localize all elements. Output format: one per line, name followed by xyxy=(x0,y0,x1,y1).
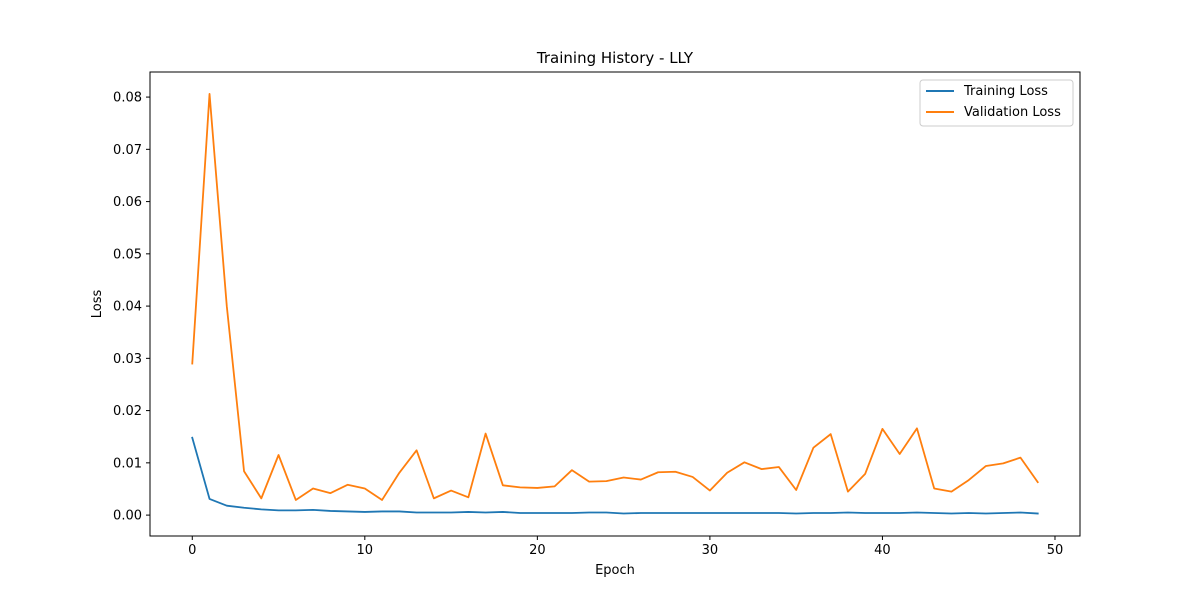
y-tick-label: 0.07 xyxy=(113,143,142,158)
chart-title: Training History - LLY xyxy=(536,49,694,67)
series-line-validation-loss xyxy=(191,93,1039,501)
plot-area xyxy=(191,93,1039,515)
y-axis-label: Loss xyxy=(90,290,105,319)
legend: Training Loss Validation Loss xyxy=(919,79,1074,127)
x-tick-label: 50 xyxy=(1047,543,1064,558)
axes-frame xyxy=(149,71,1081,537)
y-tick-label: 0.04 xyxy=(113,300,142,315)
y-tick-label: 0.01 xyxy=(113,456,142,471)
x-tick-label: 40 xyxy=(874,543,891,558)
y-tick-label: 0.03 xyxy=(113,352,142,367)
series-line-training-loss xyxy=(191,436,1039,515)
x-tick-label: 30 xyxy=(702,543,719,558)
x-axis-label: Epoch xyxy=(595,563,635,578)
legend-label-training-loss: Training Loss xyxy=(963,84,1048,99)
y-tick-label: 0.02 xyxy=(113,404,142,419)
x-tick-label: 10 xyxy=(357,543,374,558)
y-tick-label: 0.05 xyxy=(113,247,142,262)
legend-label-validation-loss: Validation Loss xyxy=(964,105,1061,120)
y-tick-label: 0.08 xyxy=(113,91,142,106)
legend-frame xyxy=(919,79,1074,127)
y-tick-label: 0.06 xyxy=(113,195,142,210)
axis-ticks: 0 10 20 30 40 50 0.00 0.01 0.02 0.03 0.04 0.05 0.06 0… xyxy=(113,91,1063,558)
x-tick-label: 0 xyxy=(188,543,196,558)
y-tick-label: 0.00 xyxy=(113,509,142,524)
x-tick-label: 20 xyxy=(529,543,546,558)
